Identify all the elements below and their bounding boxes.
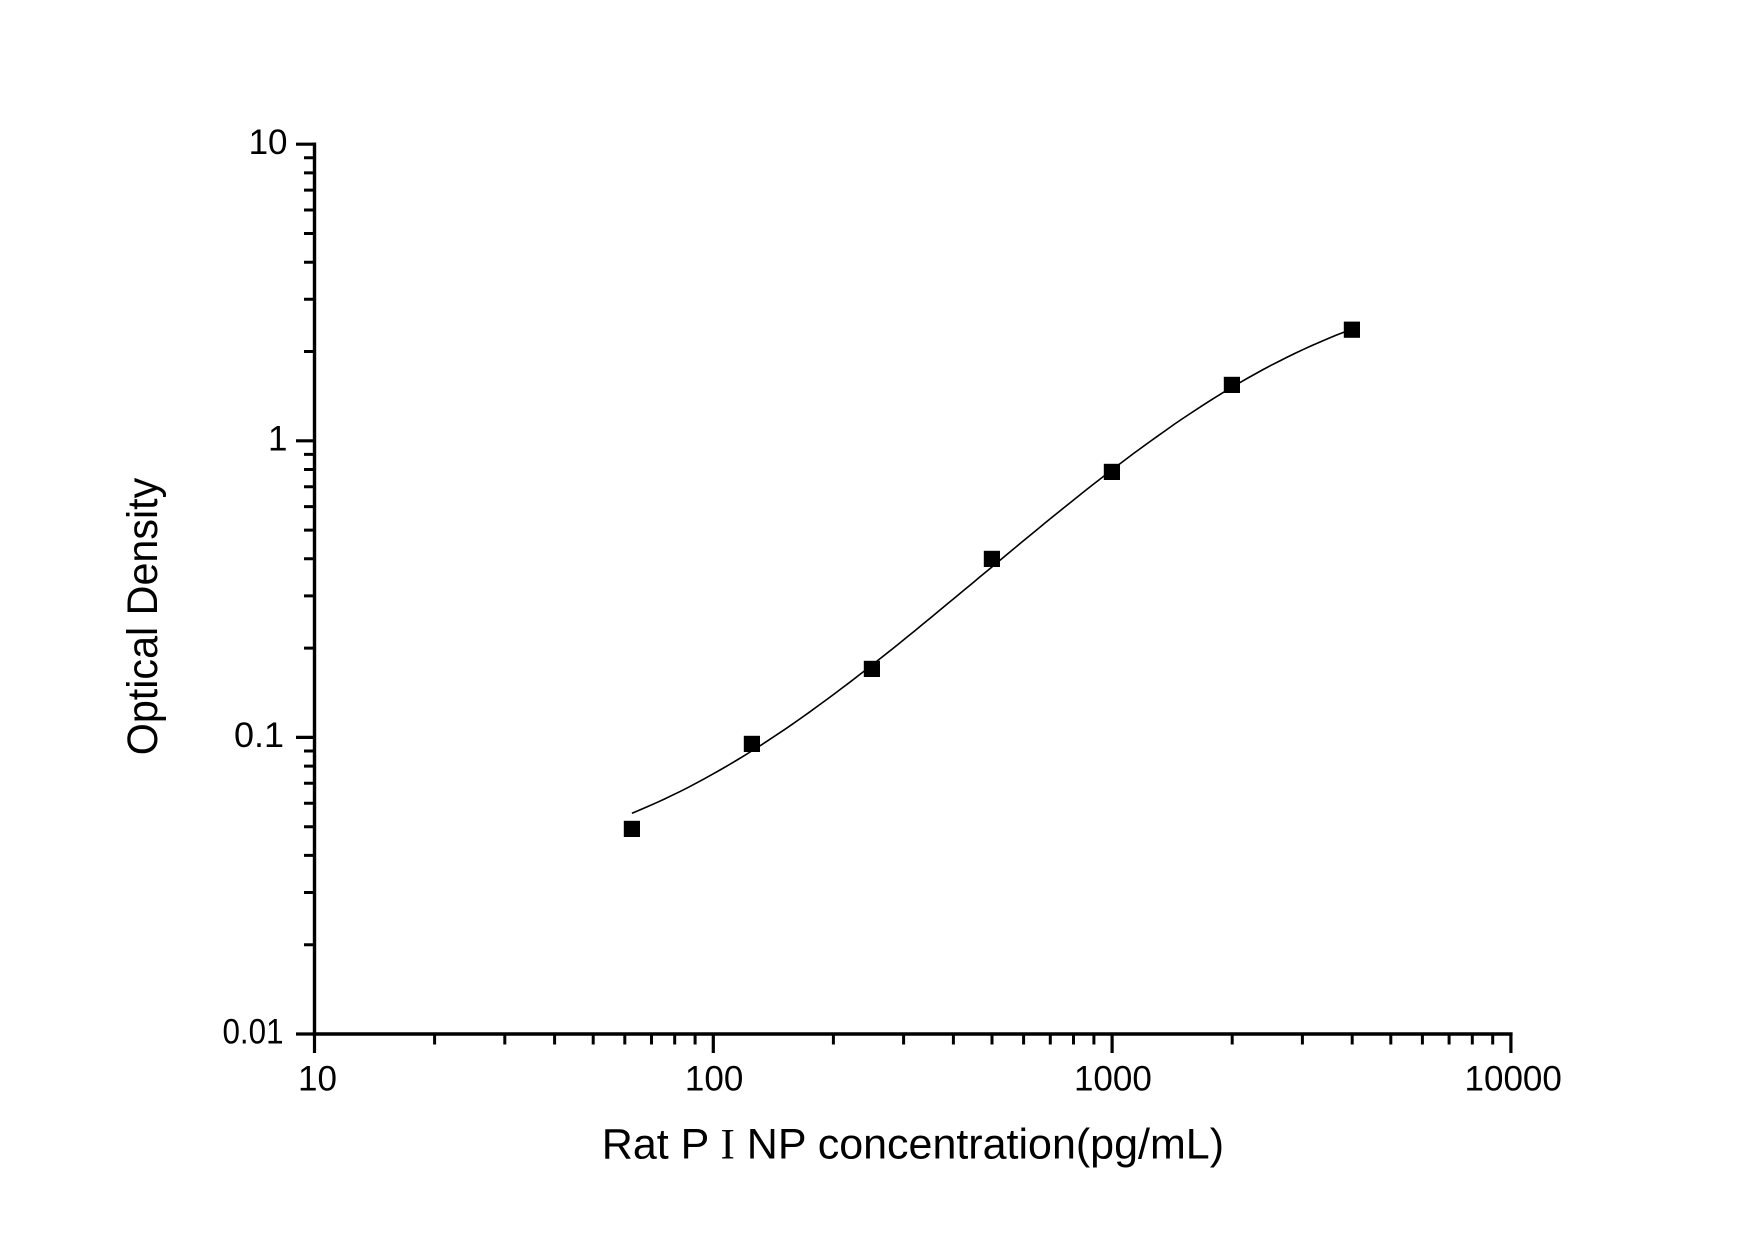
svg-text:0.1: 0.1 bbox=[234, 716, 284, 755]
svg-text:100: 100 bbox=[685, 1060, 743, 1099]
svg-text:0.01: 0.01 bbox=[223, 1013, 284, 1052]
svg-text:10: 10 bbox=[298, 1060, 337, 1099]
svg-text:1: 1 bbox=[268, 420, 287, 459]
svg-text:Optical Density: Optical Density bbox=[120, 477, 167, 755]
svg-text:10: 10 bbox=[249, 123, 288, 162]
svg-text:Rat P I NP concentration(pg/mL: Rat P I NP concentration(pg/mL) bbox=[602, 1121, 1224, 1169]
svg-text:10000: 10000 bbox=[1465, 1060, 1562, 1099]
svg-text:1000: 1000 bbox=[1074, 1060, 1152, 1099]
